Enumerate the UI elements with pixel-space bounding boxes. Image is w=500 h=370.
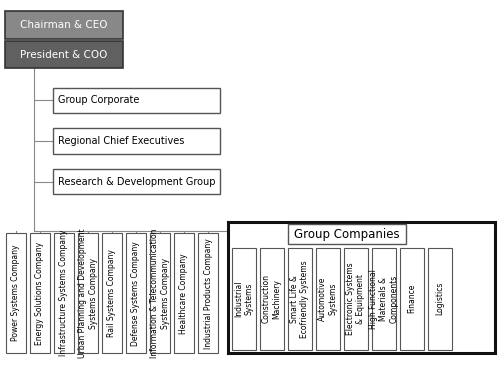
Text: Energy Solutions Company: Energy Solutions Company xyxy=(36,242,44,345)
FancyBboxPatch shape xyxy=(150,233,170,353)
Text: High Functional
Materials &
Components: High Functional Materials & Components xyxy=(368,269,398,329)
FancyBboxPatch shape xyxy=(52,169,220,194)
Text: Industrial
Systems: Industrial Systems xyxy=(234,280,253,317)
FancyBboxPatch shape xyxy=(288,248,312,350)
Text: Smart Life &
Ecofriendly Systems: Smart Life & Ecofriendly Systems xyxy=(290,260,309,337)
FancyBboxPatch shape xyxy=(5,11,122,39)
FancyBboxPatch shape xyxy=(52,88,220,113)
FancyBboxPatch shape xyxy=(400,248,423,350)
Text: Information & Telecommunication
Systems Company: Information & Telecommunication Systems … xyxy=(150,228,170,358)
FancyBboxPatch shape xyxy=(174,233,194,353)
Text: Regional Chief Executives: Regional Chief Executives xyxy=(58,136,185,146)
FancyBboxPatch shape xyxy=(126,233,146,353)
FancyBboxPatch shape xyxy=(52,128,220,154)
Text: Finance: Finance xyxy=(407,284,416,313)
FancyBboxPatch shape xyxy=(30,233,50,353)
Text: Healthcare Company: Healthcare Company xyxy=(180,253,188,333)
FancyBboxPatch shape xyxy=(5,41,122,68)
FancyBboxPatch shape xyxy=(288,224,406,244)
Text: Infrastructure Systems Company: Infrastructure Systems Company xyxy=(60,230,68,356)
Text: Rail Systems Company: Rail Systems Company xyxy=(108,249,116,337)
Text: Power Systems Company: Power Systems Company xyxy=(12,245,20,342)
Text: Defense Systems Company: Defense Systems Company xyxy=(132,241,140,346)
Text: President & COO: President & COO xyxy=(20,50,108,60)
FancyBboxPatch shape xyxy=(228,222,495,353)
FancyBboxPatch shape xyxy=(198,233,218,353)
Text: Industrial Products Company: Industrial Products Company xyxy=(204,238,212,349)
Text: Construction
Machinery: Construction Machinery xyxy=(262,274,281,323)
FancyBboxPatch shape xyxy=(78,233,98,353)
Text: Urban Planning and Development
Systems Company: Urban Planning and Development Systems C… xyxy=(78,228,98,358)
FancyBboxPatch shape xyxy=(428,248,452,350)
FancyBboxPatch shape xyxy=(344,248,367,350)
Text: Chairman & CEO: Chairman & CEO xyxy=(20,20,108,30)
Text: Research & Development Group: Research & Development Group xyxy=(58,176,216,187)
FancyBboxPatch shape xyxy=(54,233,74,353)
FancyBboxPatch shape xyxy=(316,248,340,350)
Text: Logistics: Logistics xyxy=(435,282,444,316)
FancyBboxPatch shape xyxy=(372,248,396,350)
FancyBboxPatch shape xyxy=(102,233,122,353)
FancyBboxPatch shape xyxy=(6,233,26,353)
Text: Electronic Systems
& Equipment: Electronic Systems & Equipment xyxy=(346,262,365,335)
Text: Group Companies: Group Companies xyxy=(294,228,400,240)
FancyBboxPatch shape xyxy=(260,248,283,350)
Text: Group Corporate: Group Corporate xyxy=(58,95,140,105)
FancyBboxPatch shape xyxy=(232,248,256,350)
Text: Automotive
Systems: Automotive Systems xyxy=(318,277,337,321)
